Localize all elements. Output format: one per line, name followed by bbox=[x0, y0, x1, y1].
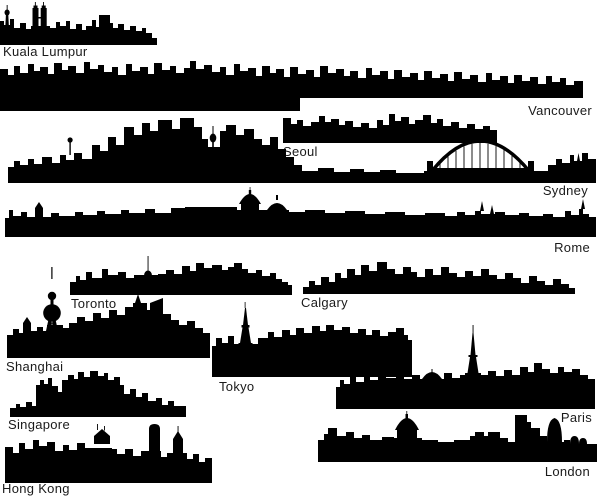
cn-tower-pod bbox=[144, 270, 152, 281]
kuala-lumpur-skyline bbox=[0, 2, 157, 45]
petronas-tower-1 bbox=[32, 8, 39, 33]
eiffel-lower-platform bbox=[465, 373, 481, 376]
swfc-slant-top bbox=[150, 298, 163, 303]
sydney-tower-antenna bbox=[212, 126, 214, 134]
harbour-bridge-pylon bbox=[528, 161, 534, 171]
invalides-dome bbox=[422, 372, 442, 379]
eiffel-tower-tip bbox=[472, 325, 474, 333]
sydney-skyline bbox=[8, 118, 596, 183]
petronas-skybridge bbox=[38, 17, 42, 19]
paris-skyline bbox=[336, 325, 595, 409]
tokyo-tower-tip bbox=[244, 302, 246, 308]
ifc-tower bbox=[149, 424, 160, 454]
oriental-pearl-sphere bbox=[43, 304, 61, 322]
gherkin-tower bbox=[547, 418, 562, 442]
hong-kong-label: Hong Kong bbox=[2, 481, 70, 496]
london-label: London bbox=[544, 464, 590, 479]
st-peters-lantern bbox=[248, 190, 252, 196]
toronto-skyline bbox=[70, 256, 292, 295]
sydney-label: Sydney bbox=[542, 183, 588, 198]
paris-label: Paris bbox=[560, 410, 592, 425]
rome-small-dome bbox=[267, 203, 287, 210]
st-peters-dome bbox=[239, 194, 261, 204]
rome-label: Rome bbox=[554, 240, 590, 255]
cn-tower-antenna bbox=[147, 256, 149, 271]
eiffel-tower-legs bbox=[459, 375, 487, 387]
tokyo-skyline bbox=[212, 302, 412, 377]
st-peters-drum bbox=[241, 202, 259, 212]
st-pauls-drum bbox=[397, 430, 417, 440]
tokyo-tower-upper-deck bbox=[241, 325, 250, 328]
seoul-skyline bbox=[283, 114, 497, 143]
eiffel-upper-platform bbox=[468, 355, 478, 357]
sydney-tower-turret bbox=[209, 133, 217, 143]
petronas-spire-1 bbox=[34, 2, 36, 6]
toronto-label: Toronto bbox=[71, 296, 117, 311]
harbour-bridge-arch bbox=[430, 139, 531, 173]
seoul-label: Seoul bbox=[283, 144, 318, 159]
harbour-bridge-pylon bbox=[427, 161, 433, 171]
tokyo-label: Tokyo bbox=[219, 379, 255, 394]
harbour-bridge-deck bbox=[427, 168, 533, 171]
hong-kong-skyline bbox=[5, 424, 212, 483]
kuala-lumpur-label: Kuala Lumpur bbox=[3, 44, 88, 59]
shanghai-label: Shanghai bbox=[6, 359, 64, 374]
tokyo-tower-main-deck bbox=[238, 343, 253, 346]
shanghai-skyline bbox=[7, 267, 210, 358]
vancouver-label: Vancouver bbox=[528, 103, 592, 118]
vancouver-skyline bbox=[0, 61, 583, 111]
singapore-skyline bbox=[10, 371, 186, 417]
jin-mao-spire bbox=[135, 294, 141, 303]
tokyo-tower-legs bbox=[233, 346, 258, 358]
petronas-spire-2 bbox=[43, 2, 44, 6]
calgary-skyline bbox=[303, 262, 575, 294]
london-skyline bbox=[318, 411, 597, 462]
rome-skyline bbox=[5, 187, 596, 237]
st-pauls-dome bbox=[395, 418, 419, 430]
calgary-label: Calgary bbox=[301, 295, 348, 310]
the-center-spire bbox=[173, 431, 183, 439]
bank-of-china-tower bbox=[94, 429, 110, 444]
kl-tower-bulb bbox=[4, 9, 10, 16]
st-pauls-lantern bbox=[405, 414, 408, 420]
petronas-tower-2 bbox=[40, 8, 47, 33]
kl-tower-antenna bbox=[6, 5, 8, 10]
harbour-bridge-hangers bbox=[439, 143, 521, 171]
singapore-label: Singapore bbox=[8, 417, 70, 432]
oriental-pearl-spire bbox=[51, 267, 53, 279]
